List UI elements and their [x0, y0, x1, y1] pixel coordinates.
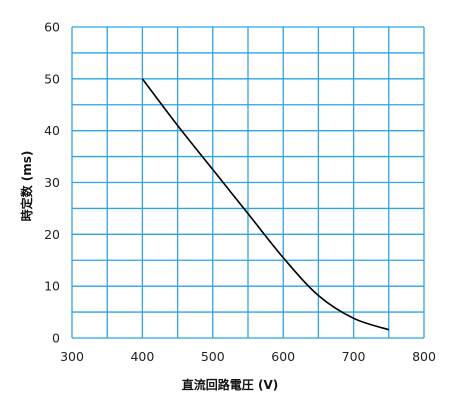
y-tick-label: 40 — [44, 123, 60, 138]
y-tick-labels: 0 10 20 30 40 50 60 — [44, 20, 60, 346]
y-tick-label: 20 — [44, 227, 60, 242]
series-layer — [141, 78, 390, 331]
x-tick-label: 700 — [342, 349, 366, 364]
y-tick-label: 30 — [44, 175, 60, 190]
x-tick-label: 300 — [60, 349, 84, 364]
y-axis-title: 時定数 (ms) — [19, 151, 34, 222]
y-tick-label: 50 — [44, 71, 60, 86]
y-tick-label: 10 — [44, 279, 60, 294]
x-tick-label: 600 — [271, 349, 295, 364]
x-axis-title: 直流回路電圧 (V) — [182, 377, 278, 392]
y-tick-label: 60 — [44, 20, 60, 35]
series-line — [141, 78, 390, 331]
x-tick-labels: 300 400 500 600 700 800 — [60, 349, 436, 364]
y-tick-label: 0 — [52, 331, 60, 346]
grid — [71, 26, 425, 339]
x-tick-label: 500 — [201, 349, 225, 364]
x-tick-label: 400 — [130, 349, 154, 364]
x-tick-label: 800 — [412, 349, 436, 364]
